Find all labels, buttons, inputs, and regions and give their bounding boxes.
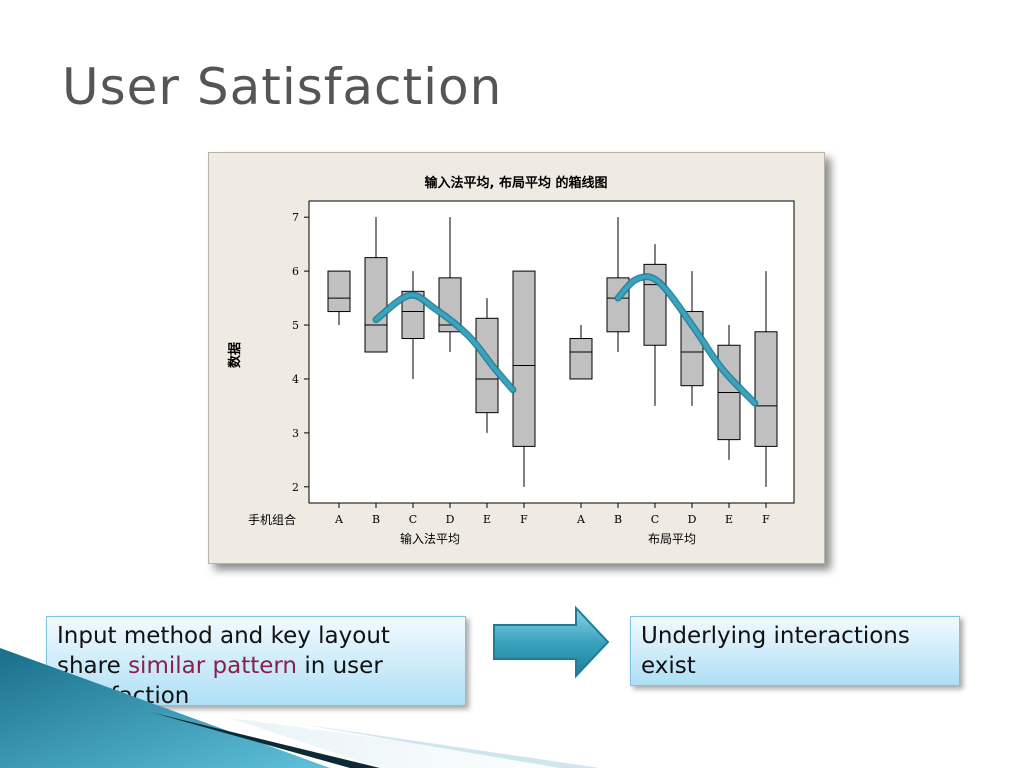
chart-marks: 2 3 4 5 6 7 A B C D E F A B C D E F	[292, 211, 778, 526]
y-tick-label: 7	[292, 211, 299, 224]
x-tick-label: C	[651, 513, 659, 526]
box-iqr	[401, 290, 425, 340]
decorative-corner-graphic	[0, 648, 600, 768]
trend-curve	[616, 274, 757, 406]
x-tick-label: E	[483, 513, 491, 526]
right-callout-box: Underlying interactions exist	[630, 616, 960, 686]
box-iqr	[327, 270, 351, 313]
group-label-layout: 布局平均	[648, 532, 696, 546]
x-tick-label: F	[520, 513, 528, 526]
y-tick-label: 2	[292, 481, 299, 494]
right-arrow-icon	[493, 606, 610, 679]
y-tick-label: 3	[292, 427, 299, 440]
box-iqr	[569, 338, 593, 380]
chart-title: 输入法平均, 布局平均 的箱线图	[425, 175, 608, 191]
right-callout-text: Underlying interactions exist	[641, 623, 910, 679]
box-iqr	[364, 257, 388, 353]
x-tick-label: D	[446, 513, 455, 526]
y-tick-label: 6	[292, 265, 299, 278]
x-tick-label: D	[688, 513, 697, 526]
slide-title: User Satisfaction	[62, 58, 503, 116]
x-tick-label: F	[762, 513, 770, 526]
box-iqr	[754, 331, 778, 447]
x-tick-label: E	[725, 513, 733, 526]
trend-curve	[374, 293, 515, 392]
group-label-input-method: 输入法平均	[400, 531, 460, 546]
highlight-text: similar pattern	[128, 653, 298, 679]
x-tick-label: B	[372, 513, 380, 526]
box-iqr	[475, 317, 499, 414]
y-tick-label: 5	[292, 319, 299, 332]
boxplot-chart: 输入法平均, 布局平均 的箱线图 数据 手机组合 输入法平均 布局平均 2 3 4 5…	[227, 175, 795, 546]
category-axis-label: 手机组合	[248, 512, 296, 527]
x-tick-label: B	[614, 513, 622, 526]
x-tick-label: A	[334, 513, 344, 526]
y-tick-label: 4	[292, 373, 299, 386]
y-axis-label: 数据	[227, 342, 243, 368]
box-iqr	[512, 270, 536, 447]
boxplot-chart-frame: 输入法平均, 布局平均 的箱线图 数据 手机组合 输入法平均 布局平均 2 3 4 5…	[208, 152, 825, 564]
x-tick-label: C	[409, 513, 417, 526]
x-tick-label: A	[576, 513, 586, 526]
